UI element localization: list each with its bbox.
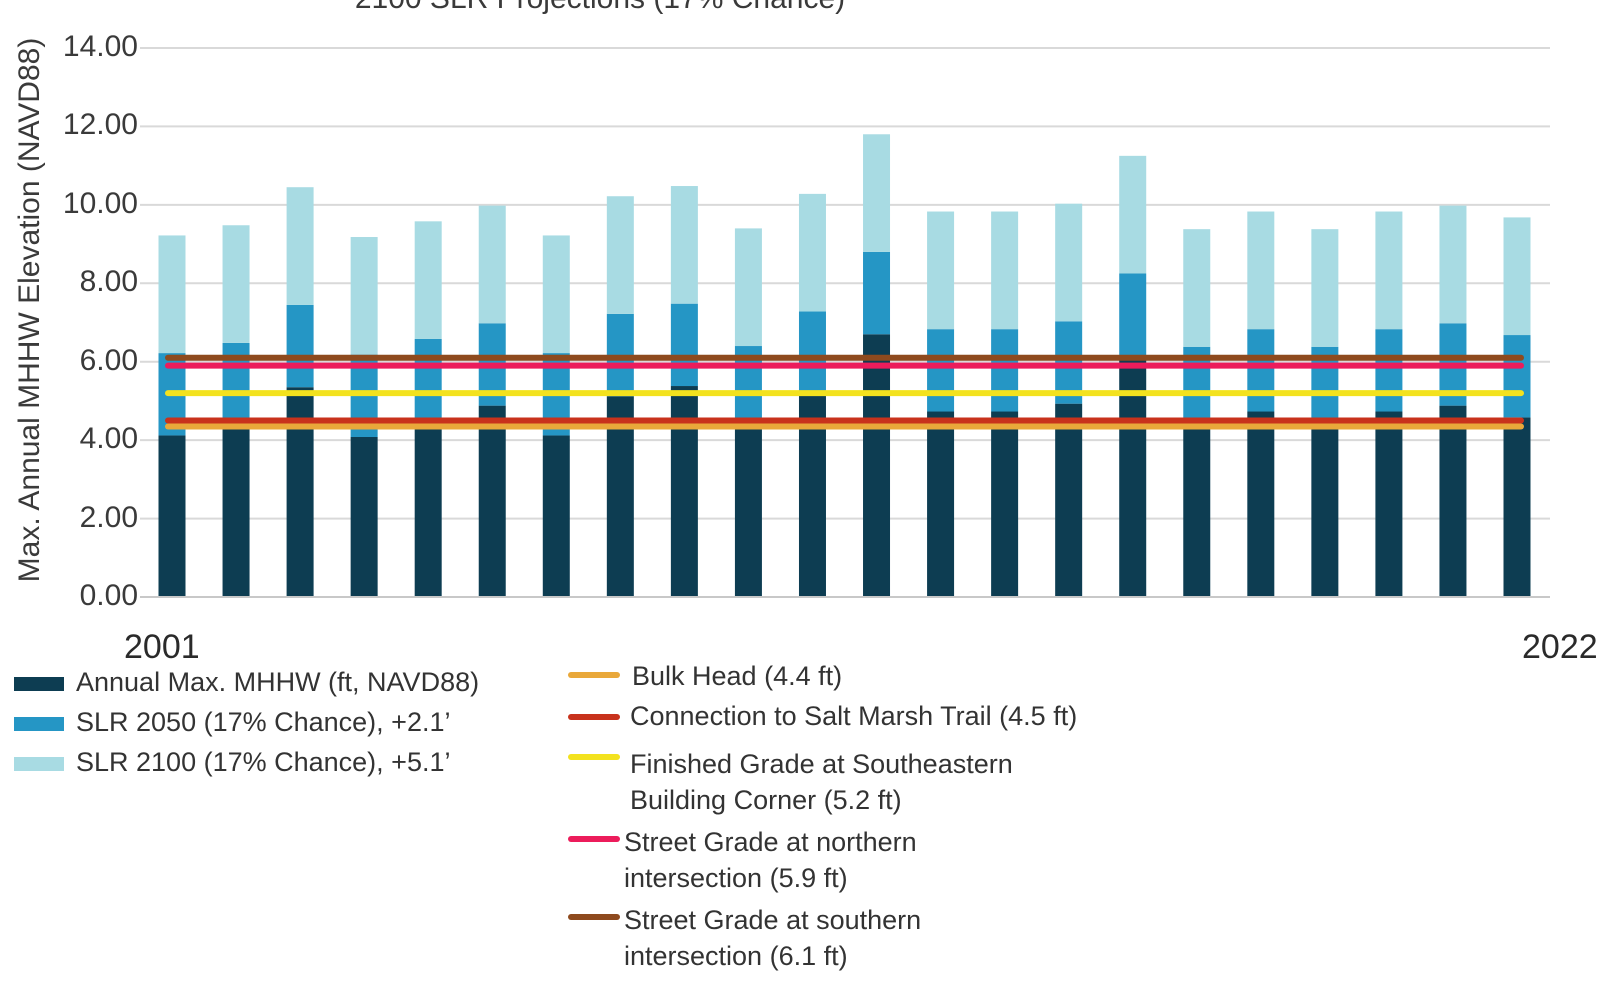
y-tick-label: 14.00 <box>62 30 138 63</box>
bar-slr-2100 <box>222 225 250 343</box>
bar-annual-max <box>1503 417 1531 597</box>
legend-label: Annual Max. MHHW (ft, NAVD88) <box>76 667 480 697</box>
bar-slr-2100 <box>158 235 186 354</box>
bar-slr-2100 <box>1119 155 1147 274</box>
bar-slr-2100 <box>670 186 698 304</box>
bar-slr-2100 <box>1311 229 1339 347</box>
bar-slr-2100 <box>1055 203 1083 322</box>
bar-annual-max <box>350 437 378 597</box>
bar-slr-2100 <box>414 221 442 339</box>
bar-slr-2100 <box>991 211 1019 330</box>
legend-label: SLR 2100 (17% Chance), +5.1’ <box>76 747 451 777</box>
bar-annual-max <box>414 421 442 597</box>
x-tick-last: 2022 <box>1522 628 1598 666</box>
bar-annual-max <box>1055 403 1083 597</box>
y-tick-label: 6.00 <box>79 343 138 377</box>
bar-slr-2100 <box>542 235 570 354</box>
bar-slr-2100 <box>798 193 826 312</box>
bar-annual-max <box>734 428 762 597</box>
bar-slr-2100 <box>1247 211 1275 330</box>
y-tick-label: 8.00 <box>79 265 138 299</box>
bar-slr-2100 <box>927 211 955 330</box>
legend-label-line2: intersection (6.1 ft) <box>624 941 848 971</box>
bar-slr-2100 <box>1439 205 1467 324</box>
bar-slr-2050 <box>927 329 955 412</box>
legend-swatch <box>14 677 64 691</box>
bar-slr-2100 <box>350 237 378 355</box>
y-tick-label: 0.00 <box>79 579 138 612</box>
bar-annual-max <box>1183 429 1211 597</box>
legend-label-line2: intersection (5.9 ft) <box>624 863 848 893</box>
legend-swatch <box>14 757 64 771</box>
bar-slr-2050 <box>1247 329 1275 412</box>
legend-label: Connection to Salt Marsh Trail (4.5 ft) <box>630 701 1078 731</box>
bar-slr-2100 <box>1503 217 1531 336</box>
bar-slr-2100 <box>478 205 506 324</box>
bar-slr-2050 <box>1055 321 1083 404</box>
bar-annual-max <box>1375 411 1403 597</box>
bar-annual-max <box>1439 405 1467 597</box>
bar-slr-2050 <box>414 338 442 422</box>
legend-label: Bulk Head (4.4 ft) <box>632 661 843 691</box>
bar-annual-max <box>1311 429 1339 597</box>
bar-annual-max <box>478 405 506 597</box>
y-tick-label: 12.00 <box>62 108 138 142</box>
bar-annual-max <box>222 425 250 597</box>
legend-label: Finished Grade at Southeastern <box>630 749 1013 779</box>
legend-swatch <box>568 836 620 842</box>
bar-annual-max <box>158 435 186 597</box>
legend-label-line2: Building Corner (5.2 ft) <box>630 785 902 815</box>
y-tick-label: 10.00 <box>62 186 138 220</box>
bar-slr-2100 <box>734 228 762 347</box>
bar-slr-2050 <box>991 329 1019 412</box>
y-tick-label: 4.00 <box>79 422 138 456</box>
y-axis-title: Max. Annual MHHW Elevation (NAVD88) <box>13 37 46 583</box>
bar-annual-max <box>606 396 634 597</box>
legend-swatch <box>568 754 620 760</box>
chart-title: 2100 SLR Projections (17% Chance) <box>0 0 1200 16</box>
legend-label: Street Grade at southern <box>624 905 922 935</box>
bar-annual-max <box>927 411 955 597</box>
bar-slr-2100 <box>286 187 314 305</box>
bar-slr-2050 <box>798 311 826 394</box>
bar-slr-2100 <box>863 134 891 252</box>
bar-slr-2050 <box>1375 329 1403 412</box>
legend-swatch <box>568 672 620 678</box>
x-tick-first: 2001 <box>124 628 200 666</box>
bar-slr-2100 <box>1183 229 1211 347</box>
bar-slr-2100 <box>1375 211 1403 330</box>
legend-swatch <box>568 714 620 720</box>
bar-slr-2050 <box>1119 273 1147 356</box>
bar-annual-max <box>863 334 891 597</box>
y-tick-label: 2.00 <box>79 500 138 534</box>
bar-annual-max <box>1247 411 1275 597</box>
bar-slr-2050 <box>670 303 698 387</box>
bar-annual-max <box>542 435 570 597</box>
bar-annual-max <box>991 411 1019 597</box>
bar-slr-2050 <box>863 251 891 335</box>
legend-swatch <box>568 914 620 920</box>
legend-label: SLR 2050 (17% Chance), +2.1’ <box>76 707 451 737</box>
bar-slr-2100 <box>606 196 634 314</box>
bar-slr-2050 <box>286 304 314 388</box>
bar-slr-2050 <box>1503 335 1531 418</box>
legend-swatch <box>14 717 64 731</box>
legend-label: Street Grade at northern <box>624 827 917 857</box>
